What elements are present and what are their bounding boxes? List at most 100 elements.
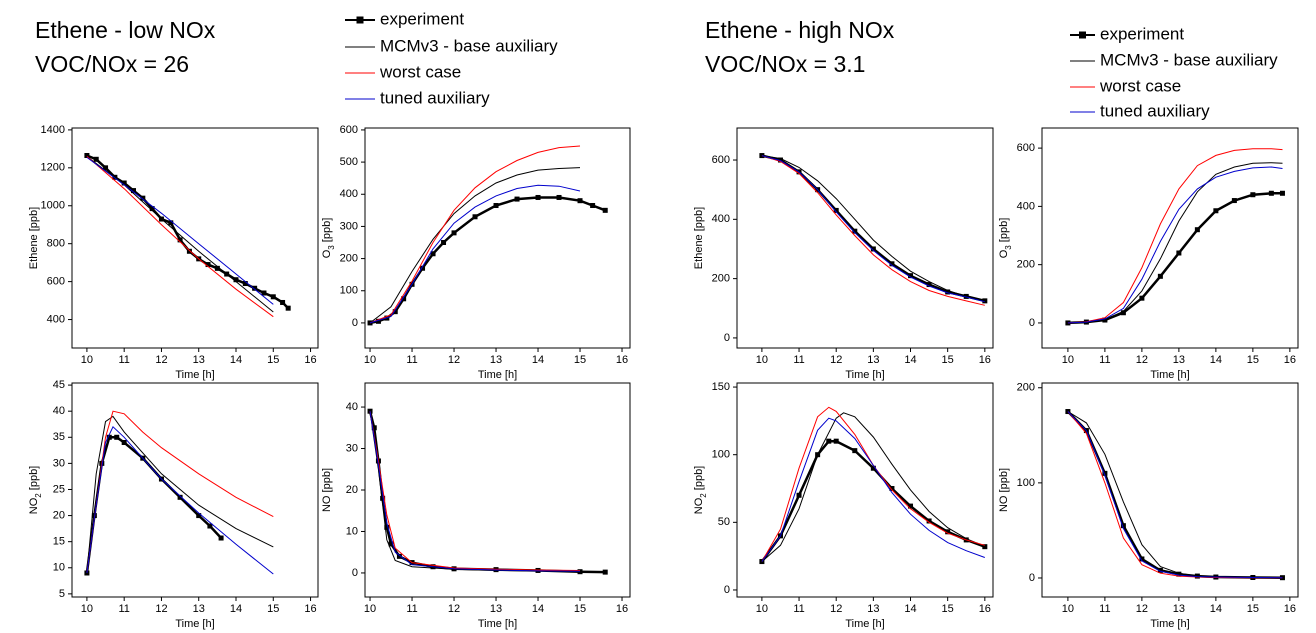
series-line	[369, 167, 581, 324]
x-tick-label: 12	[1136, 354, 1148, 366]
plot-frame	[364, 127, 631, 349]
x-axis-label: Time [h]	[175, 618, 214, 630]
y-tick-label: 600	[47, 276, 65, 288]
plot-frame	[736, 127, 994, 349]
data-point	[493, 203, 499, 209]
data-point	[420, 265, 426, 271]
x-axis-label: Time [h]	[478, 369, 517, 381]
x-axis-label: Time [h]	[478, 618, 517, 630]
data-point	[401, 296, 407, 302]
plot-frame	[736, 382, 994, 598]
y-axis-label-part: Ethene [ppb]	[28, 207, 40, 269]
x-tick-label: 12	[155, 603, 167, 615]
y-tick-label: 200	[1017, 259, 1035, 271]
data-point	[472, 214, 478, 220]
y-tick-label: 600	[712, 154, 730, 166]
data-point	[852, 448, 858, 454]
data-point	[1102, 470, 1108, 476]
data-point	[1231, 198, 1237, 204]
series-line	[1067, 411, 1283, 579]
data-point	[982, 544, 988, 550]
data-point	[1065, 320, 1071, 326]
series-line	[86, 425, 274, 575]
series-line	[369, 411, 581, 572]
x-tick-label: 10	[81, 603, 93, 615]
data-point	[218, 535, 224, 541]
data-point	[777, 157, 783, 163]
x-tick-label: 14	[532, 354, 544, 366]
data-point	[889, 261, 895, 267]
y-tick-label: 600	[340, 124, 358, 136]
y-axis-label-part: [ppb]	[693, 466, 705, 494]
data-point	[131, 188, 136, 194]
plot-frame	[71, 382, 319, 598]
y-tick-label: 40	[53, 405, 65, 417]
x-axis-label: Time [h]	[845, 618, 884, 630]
x-axis-label: Time [h]	[1150, 618, 1189, 630]
x-tick-label: 15	[1247, 603, 1259, 615]
y-tick-label: 30	[53, 457, 65, 469]
y-tick-label: 100	[1017, 477, 1035, 489]
y-tick-label: 0	[724, 584, 730, 596]
figure-title: Ethene - high NOx	[705, 17, 895, 43]
data-point	[1157, 567, 1163, 573]
data-point	[233, 277, 239, 283]
y-tick-label: 45	[53, 379, 65, 391]
y-tick-label: 40	[346, 401, 358, 413]
x-tick-label: 13	[1173, 603, 1185, 615]
x-tick-label: 10	[364, 354, 376, 366]
x-tick-label: 14	[1210, 354, 1222, 366]
y-tick-label: 5	[59, 588, 65, 600]
x-tick-label: 12	[155, 354, 167, 366]
data-point	[114, 434, 120, 440]
data-point	[168, 220, 174, 226]
plot-frame	[1041, 382, 1299, 598]
data-point	[1139, 295, 1145, 301]
x-tick-label: 11	[793, 603, 804, 615]
data-point	[430, 251, 436, 257]
data-point	[759, 153, 765, 159]
series-line	[86, 415, 274, 574]
y-axis-label-part: NO	[693, 497, 705, 514]
data-point	[396, 553, 402, 559]
data-point	[106, 434, 112, 440]
data-point	[602, 569, 608, 575]
x-tick-label: 15	[267, 354, 279, 366]
series-line	[1067, 166, 1283, 324]
x-tick-label: 16	[979, 603, 991, 615]
data-point	[982, 298, 988, 304]
data-point	[1139, 556, 1145, 562]
series-line	[761, 155, 985, 306]
figure-subtitle: VOC/NOx = 26	[35, 51, 189, 77]
data-point	[196, 513, 202, 519]
data-point	[380, 495, 386, 501]
x-tick-label: 15	[574, 603, 586, 615]
y-axis-label: NO [ppb]	[321, 468, 333, 512]
y-tick-label: 300	[340, 220, 358, 232]
series-line	[1067, 411, 1283, 579]
data-point	[388, 541, 394, 547]
x-tick-label: 10	[1062, 603, 1074, 615]
y-axis-label: NO2 [ppb]	[693, 466, 708, 514]
x-tick-label: 14	[904, 354, 916, 366]
series-line	[761, 154, 986, 303]
data-point	[280, 299, 286, 305]
data-point	[1120, 523, 1126, 529]
x-tick-label: 10	[364, 603, 376, 615]
data-point	[590, 203, 596, 209]
y-tick-label: 800	[47, 238, 65, 250]
y-tick-label: 1000	[41, 200, 65, 212]
data-point	[1157, 273, 1163, 279]
legend-marker	[1079, 31, 1086, 39]
y-axis-label-part: [ppb]	[321, 218, 333, 246]
x-tick-label: 13	[867, 354, 879, 366]
y-tick-label: 500	[340, 156, 358, 168]
data-point	[149, 206, 155, 212]
y-tick-label: 0	[1029, 572, 1035, 584]
y-tick-label: 100	[712, 449, 730, 461]
x-tick-label: 12	[830, 354, 842, 366]
x-tick-label: 13	[1173, 354, 1185, 366]
y-tick-label: 400	[47, 313, 65, 325]
y-tick-label: 200	[1017, 382, 1035, 394]
series-line	[368, 410, 606, 574]
